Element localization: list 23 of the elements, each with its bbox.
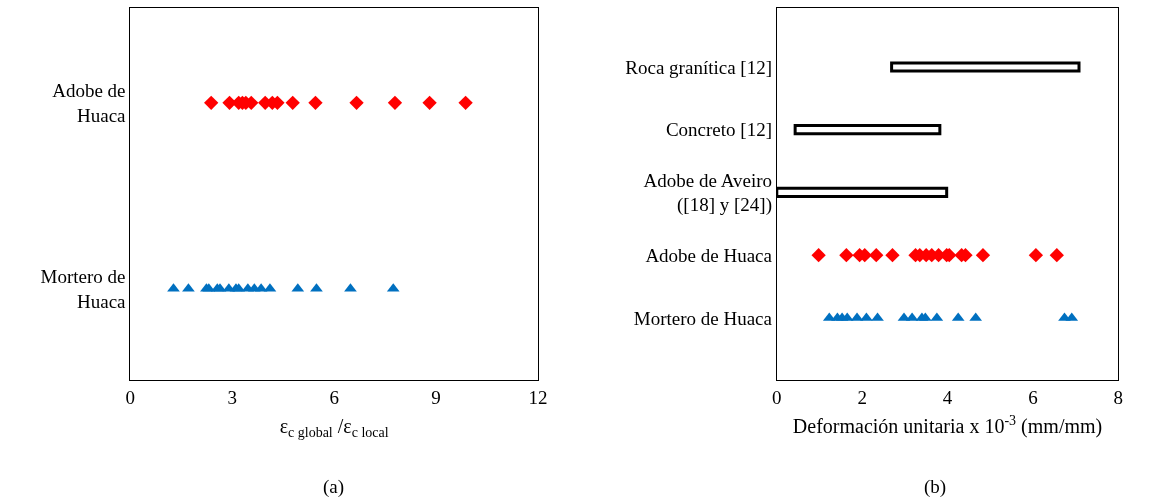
y-tick-label: Concreto [12]	[665, 119, 772, 141]
x-tick-label: 12	[528, 386, 548, 408]
x-tick-label: 3	[227, 386, 237, 408]
x-axis-title: ε$_{c global}$ /ε$_{c local}$	[279, 415, 389, 441]
x-tick-label: 6	[329, 386, 339, 408]
y-tick-label: Adobe de Huaca	[645, 244, 773, 266]
x-axis-title: Deformación unitaria x 10$^{-3}$ (mm/mm)	[792, 412, 1103, 439]
x-tick-label: 9	[431, 386, 441, 408]
x-tick-label: 6	[1028, 386, 1038, 408]
x-tick-label: 0	[772, 386, 782, 408]
text: (a)	[323, 476, 345, 498]
y-tick-label: Mortero de Huaca	[40, 266, 127, 312]
y-tick-label: Adobe de Huaca	[52, 80, 127, 126]
bar	[793, 124, 942, 136]
text: (b)	[924, 476, 947, 498]
x-tick-label: 0	[125, 386, 136, 408]
y-tick-label: Roca granítica [12]	[625, 56, 772, 78]
y-tick-label: Mortero de Huaca	[633, 307, 773, 329]
bar	[890, 61, 1081, 73]
y-tick-label: Adobe de Aveiro ([18] y [24])	[643, 169, 772, 217]
x-tick-label: 8	[1113, 386, 1124, 408]
x-tick-label: 2	[857, 386, 867, 408]
x-tick-label: 4	[942, 386, 953, 408]
